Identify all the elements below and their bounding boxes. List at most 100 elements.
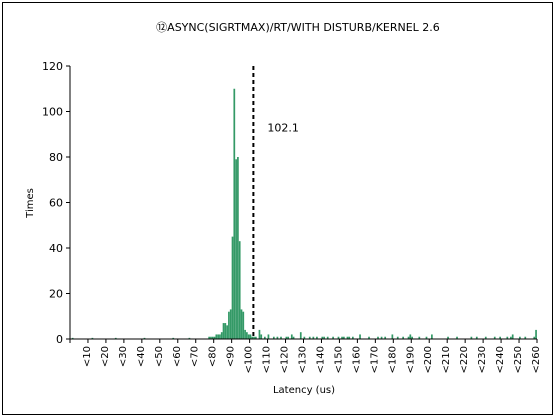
x-tick-label: <130 [298, 346, 309, 373]
histogram-bar [235, 159, 237, 339]
histogram-bar [258, 329, 261, 339]
histogram-bar [391, 334, 394, 339]
histogram-bar [253, 336, 255, 339]
histogram-bar [251, 336, 254, 339]
histogram-bar [224, 323, 227, 339]
histogram-bar [535, 329, 537, 339]
x-tick-label: <250 [513, 346, 524, 373]
histogram-bar [213, 336, 216, 339]
histogram-bar [511, 334, 514, 339]
x-tick-label: <230 [477, 346, 488, 373]
histogram-bar [276, 336, 279, 339]
histogram-bar [312, 336, 315, 339]
histogram-bar [238, 241, 241, 339]
x-tick-label: <120 [280, 346, 291, 373]
x-tick-label: <60 [172, 346, 183, 367]
histogram-bar [217, 334, 219, 339]
histogram-bar [228, 311, 230, 339]
histogram-bar [215, 334, 218, 339]
histogram-bar [290, 334, 293, 339]
histogram-bar [377, 336, 379, 339]
x-tick-label: <260 [531, 346, 542, 373]
histogram-bar [341, 336, 343, 339]
histogram-bar [323, 336, 325, 339]
x-tick-label: <70 [190, 346, 201, 367]
chart-title: ⑫ASYNC(SIGRTMAX)/RT/WITH DISTURB/KERNEL … [156, 21, 440, 34]
histogram-bar [226, 325, 228, 339]
x-tick-label: <160 [351, 346, 362, 373]
y-tick-label: 40 [49, 242, 63, 255]
x-tick-label: <40 [136, 346, 147, 367]
bars-group [71, 88, 537, 340]
histogram-bar [343, 336, 345, 339]
histogram-bar [114, 337, 117, 339]
histogram-bar [272, 336, 275, 339]
histogram-bar [384, 336, 387, 339]
histogram-bar [359, 334, 361, 339]
x-tick-label: <30 [118, 346, 129, 367]
x-ticks-group: <10 <20 <30 <40 <50 <60 <70 <80 <90 <100 <110 <120 <… [69, 339, 542, 373]
y-tick-label: 120 [42, 60, 63, 73]
histogram-bar [368, 336, 370, 339]
histogram-bar [219, 334, 221, 339]
histogram-bar [348, 336, 351, 339]
histogram-bar [287, 336, 290, 339]
histogram-bar [188, 337, 191, 339]
histogram-bar [407, 336, 410, 339]
histogram-bar [71, 337, 74, 339]
histogram-bar [402, 336, 404, 339]
histogram-bar [352, 336, 354, 339]
x-tick-label: <110 [262, 346, 273, 373]
x-axis-label: Latency (us) [273, 385, 335, 396]
x-tick-label: <200 [423, 346, 434, 373]
histogram-bar [280, 336, 282, 339]
histogram-bar [524, 336, 527, 339]
histogram-bar [346, 336, 349, 339]
histogram-bar [447, 336, 449, 339]
histogram-bar [222, 323, 225, 339]
histogram-bar [418, 336, 421, 339]
histogram-bar [519, 336, 521, 339]
y-ticks-group: 0 20 40 60 80 100 120 [42, 60, 70, 346]
x-tick-label: <100 [244, 346, 255, 373]
annotations-group: 102.1 [252, 66, 299, 339]
histogram-bar [143, 337, 146, 339]
histogram-bar [396, 336, 399, 339]
histogram-bar [247, 334, 250, 339]
x-tick-label: <50 [154, 346, 165, 367]
histogram-bar [411, 336, 413, 339]
histogram-bar [208, 336, 211, 339]
x-tick-label: <190 [405, 346, 416, 373]
histogram-bar [332, 336, 334, 339]
x-tick-label: <220 [459, 346, 470, 373]
histogram-bar [172, 337, 175, 339]
histogram-bar [263, 336, 266, 339]
y-axis-label: Times [25, 188, 36, 219]
histogram-bar [484, 336, 487, 339]
histogram-bar [493, 336, 496, 339]
x-tick-label: <10 [82, 346, 93, 367]
x-tick-label: <20 [100, 346, 111, 367]
histogram-bar [456, 336, 458, 339]
histogram-bar [229, 309, 232, 339]
histogram-bar [409, 334, 412, 339]
y-tick-label: 20 [49, 288, 63, 301]
histogram-bar [91, 337, 94, 339]
histogram-bar [431, 334, 433, 339]
histogram-bar [267, 334, 270, 339]
histogram-bar [337, 336, 340, 339]
histogram-bar [425, 336, 428, 339]
y-tick-label: 80 [49, 151, 63, 164]
histogram-bar [231, 236, 234, 340]
histogram-bar [506, 336, 509, 339]
y-tick-label: 0 [56, 333, 63, 346]
histogram-bar [510, 336, 512, 339]
x-tick-label: <240 [495, 346, 506, 373]
histogram-bar [475, 336, 478, 339]
x-tick-label: <150 [333, 346, 344, 373]
x-tick-label: <80 [208, 346, 219, 367]
x-tick-label: <170 [369, 346, 380, 373]
histogram-bar [321, 336, 324, 339]
